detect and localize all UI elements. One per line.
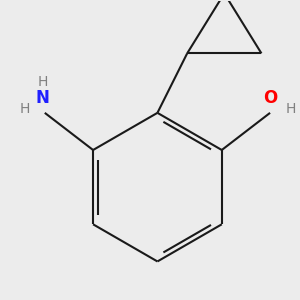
Text: O: O (263, 89, 277, 107)
Text: H: H (38, 75, 48, 89)
Text: N: N (36, 89, 50, 107)
Text: H: H (285, 102, 296, 116)
Text: H: H (19, 102, 29, 116)
